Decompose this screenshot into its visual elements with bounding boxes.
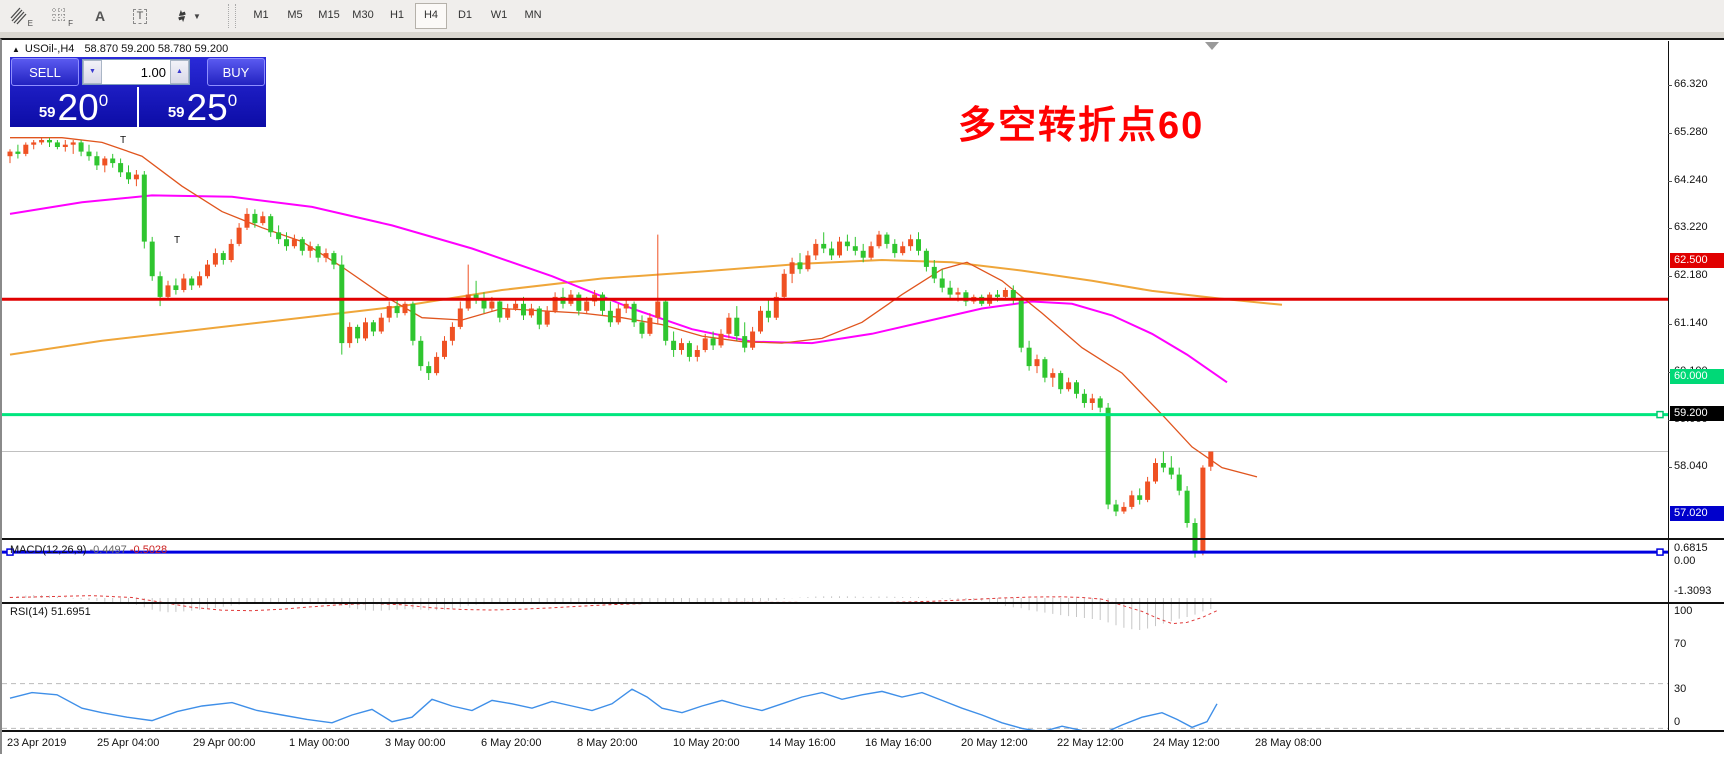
collapse-arrow-icon[interactable]: ▲: [12, 45, 20, 54]
main-toolbar: E F A T ▼ M1 M5 M15 M30 H1 H4 D1 W1 MN: [0, 0, 1724, 33]
price-axis-tick: 63.220: [1668, 221, 1708, 233]
pane-splitter-macd[interactable]: [2, 538, 1724, 540]
macd-value-signal: -0.5028: [129, 544, 168, 556]
tool-sub-label: E: [27, 19, 33, 28]
volume-decrease-button[interactable]: ▼: [83, 60, 102, 84]
tool-sub-label: F: [68, 19, 73, 28]
ohlc-values: 58.870 59.200 58.780 59.200: [84, 43, 229, 55]
pane-splitter-timeaxis: [2, 730, 1724, 732]
chart-shift-marker[interactable]: [1205, 42, 1219, 50]
time-axis-label: 6 May 20:00: [481, 737, 542, 749]
timeframe-button-m5[interactable]: M5: [287, 9, 303, 21]
volume-increase-button[interactable]: ▲: [170, 60, 189, 84]
time-axis-label: 3 May 00:00: [385, 737, 446, 749]
timeframe-group: M1 M5 M15 M30 H1 H4 D1 W1 MN: [244, 3, 550, 29]
time-axis-label: 28 May 08:00: [1255, 737, 1322, 749]
macd-axis-tick: -1.3093: [1674, 585, 1712, 597]
time-axis-label: 1 May 00:00: [289, 737, 350, 749]
price-badge: 60.000: [1670, 369, 1724, 384]
buy-price-display[interactable]: 59 25 0: [139, 87, 266, 127]
buy-price-big: 25: [186, 87, 228, 128]
text-box-icon: T: [132, 8, 148, 24]
timeframe-button-m15[interactable]: M15: [318, 9, 340, 21]
pane-splitter-rsi[interactable]: [2, 602, 1724, 604]
timeframe-button-m1[interactable]: M1: [253, 9, 269, 21]
grid-icon: [52, 8, 66, 22]
text-object-t[interactable]: T: [120, 135, 127, 146]
time-axis-label: 25 Apr 04:00: [97, 737, 160, 749]
text-box-tool-button[interactable]: T: [124, 2, 156, 30]
rsi-axis-tick: 30: [1674, 683, 1687, 695]
price-axis-tick: 64.240: [1668, 174, 1708, 186]
chevron-down-icon: ▼: [193, 11, 201, 21]
price-axis-separator: [1668, 41, 1669, 732]
toolbar-separator: [228, 4, 236, 28]
chart-annotation-text: 多空转折点60: [958, 105, 1205, 147]
trendlines-icon: [10, 7, 27, 25]
time-axis-label: 14 May 16:00: [769, 737, 836, 749]
letter-a-icon: A: [94, 8, 106, 24]
macd-axis-tick: 0.00: [1674, 555, 1696, 567]
arrows-icon: [178, 9, 186, 23]
text-object-t[interactable]: T: [174, 235, 181, 246]
rsi-label: RSI(14) 51.6951: [10, 606, 91, 618]
time-axis-label: 20 May 12:00: [961, 737, 1028, 749]
time-axis-label: 10 May 20:00: [673, 737, 740, 749]
time-axis[interactable]: 23 Apr 2019 25 Apr 04:00 29 Apr 00:00 1 May…: [2, 732, 1724, 756]
price-axis-tick: 58.040: [1668, 460, 1708, 472]
rsi-name: RSI(14): [10, 606, 48, 618]
time-axis-label: 23 Apr 2019: [7, 737, 67, 749]
time-axis-label: 22 May 12:00: [1057, 737, 1124, 749]
time-axis-label: 29 Apr 00:00: [193, 737, 256, 749]
sell-price-sup: 0: [98, 91, 109, 110]
timeframe-button-d1[interactable]: D1: [457, 9, 473, 21]
macd-value-main: -0.4497: [89, 544, 127, 556]
sell-price-big: 20: [57, 87, 99, 128]
rsi-axis-tick: 70: [1674, 638, 1687, 650]
price-axis-tick: 61.140: [1668, 317, 1708, 329]
buy-price-small: 59: [167, 104, 185, 121]
symbol-label: USOil-,H4: [24, 43, 75, 55]
time-axis-label: 24 May 12:00: [1153, 737, 1220, 749]
sell-price-display[interactable]: 59 20 0: [10, 87, 137, 127]
chart-window: ▲ USOil-,H4 58.870 59.200 58.780 59.200 多空…: [0, 38, 1724, 768]
price-axis-tick: 65.280: [1668, 126, 1708, 138]
price-badge: 62.500: [1670, 253, 1724, 268]
price-divider: [137, 87, 139, 127]
trendlines-tool-button[interactable]: E: [4, 2, 36, 30]
chart-title: ▲ USOil-,H4 58.870 59.200 58.780 59.200: [12, 43, 228, 55]
sell-button[interactable]: SELL: [11, 58, 79, 86]
text-a-tool-button[interactable]: A: [84, 2, 116, 30]
buy-price-sup: 0: [227, 91, 238, 110]
buy-button[interactable]: BUY: [207, 58, 265, 86]
rsi-axis-tick: 100: [1674, 605, 1693, 617]
grid-tool-button[interactable]: F: [44, 2, 76, 30]
rsi-value: 51.6951: [50, 606, 91, 618]
timeframe-button-w1[interactable]: W1: [490, 9, 508, 21]
arrows-tool-button[interactable]: ▼: [164, 2, 210, 30]
timeframe-button-mn[interactable]: MN: [524, 9, 542, 21]
chart-scrollbar[interactable]: [0, 32, 1724, 38]
one-click-trading-panel: SELL ▼ ▲ BUY 59 20 0 59 25 0: [10, 57, 266, 127]
macd-axis-tick: 0.6815: [1674, 542, 1708, 554]
price-axis-tick: 66.320: [1668, 78, 1708, 90]
timeframe-button-h4[interactable]: H4: [415, 3, 447, 29]
time-axis-label: 8 May 20:00: [577, 737, 638, 749]
macd-label: MACD(12,26,9) -0.4497 -0.5028: [10, 544, 167, 556]
price-badge: 57.020: [1670, 506, 1724, 521]
time-axis-label: 16 May 16:00: [865, 737, 932, 749]
volume-control: ▼ ▲: [82, 59, 190, 85]
macd-name: MACD(12,26,9): [10, 544, 87, 556]
volume-input[interactable]: [102, 60, 170, 84]
price-chart-pane[interactable]: [2, 79, 1668, 576]
macd-pane[interactable]: [2, 580, 1668, 640]
timeframe-button-h1[interactable]: H1: [389, 9, 405, 21]
sell-price-small: 59: [38, 104, 56, 121]
rsi-axis-tick: 0: [1674, 716, 1681, 728]
timeframe-button-m30[interactable]: M30: [352, 9, 374, 21]
price-axis-tick: 62.180: [1668, 269, 1708, 281]
price-badge: 59.200: [1670, 406, 1724, 421]
